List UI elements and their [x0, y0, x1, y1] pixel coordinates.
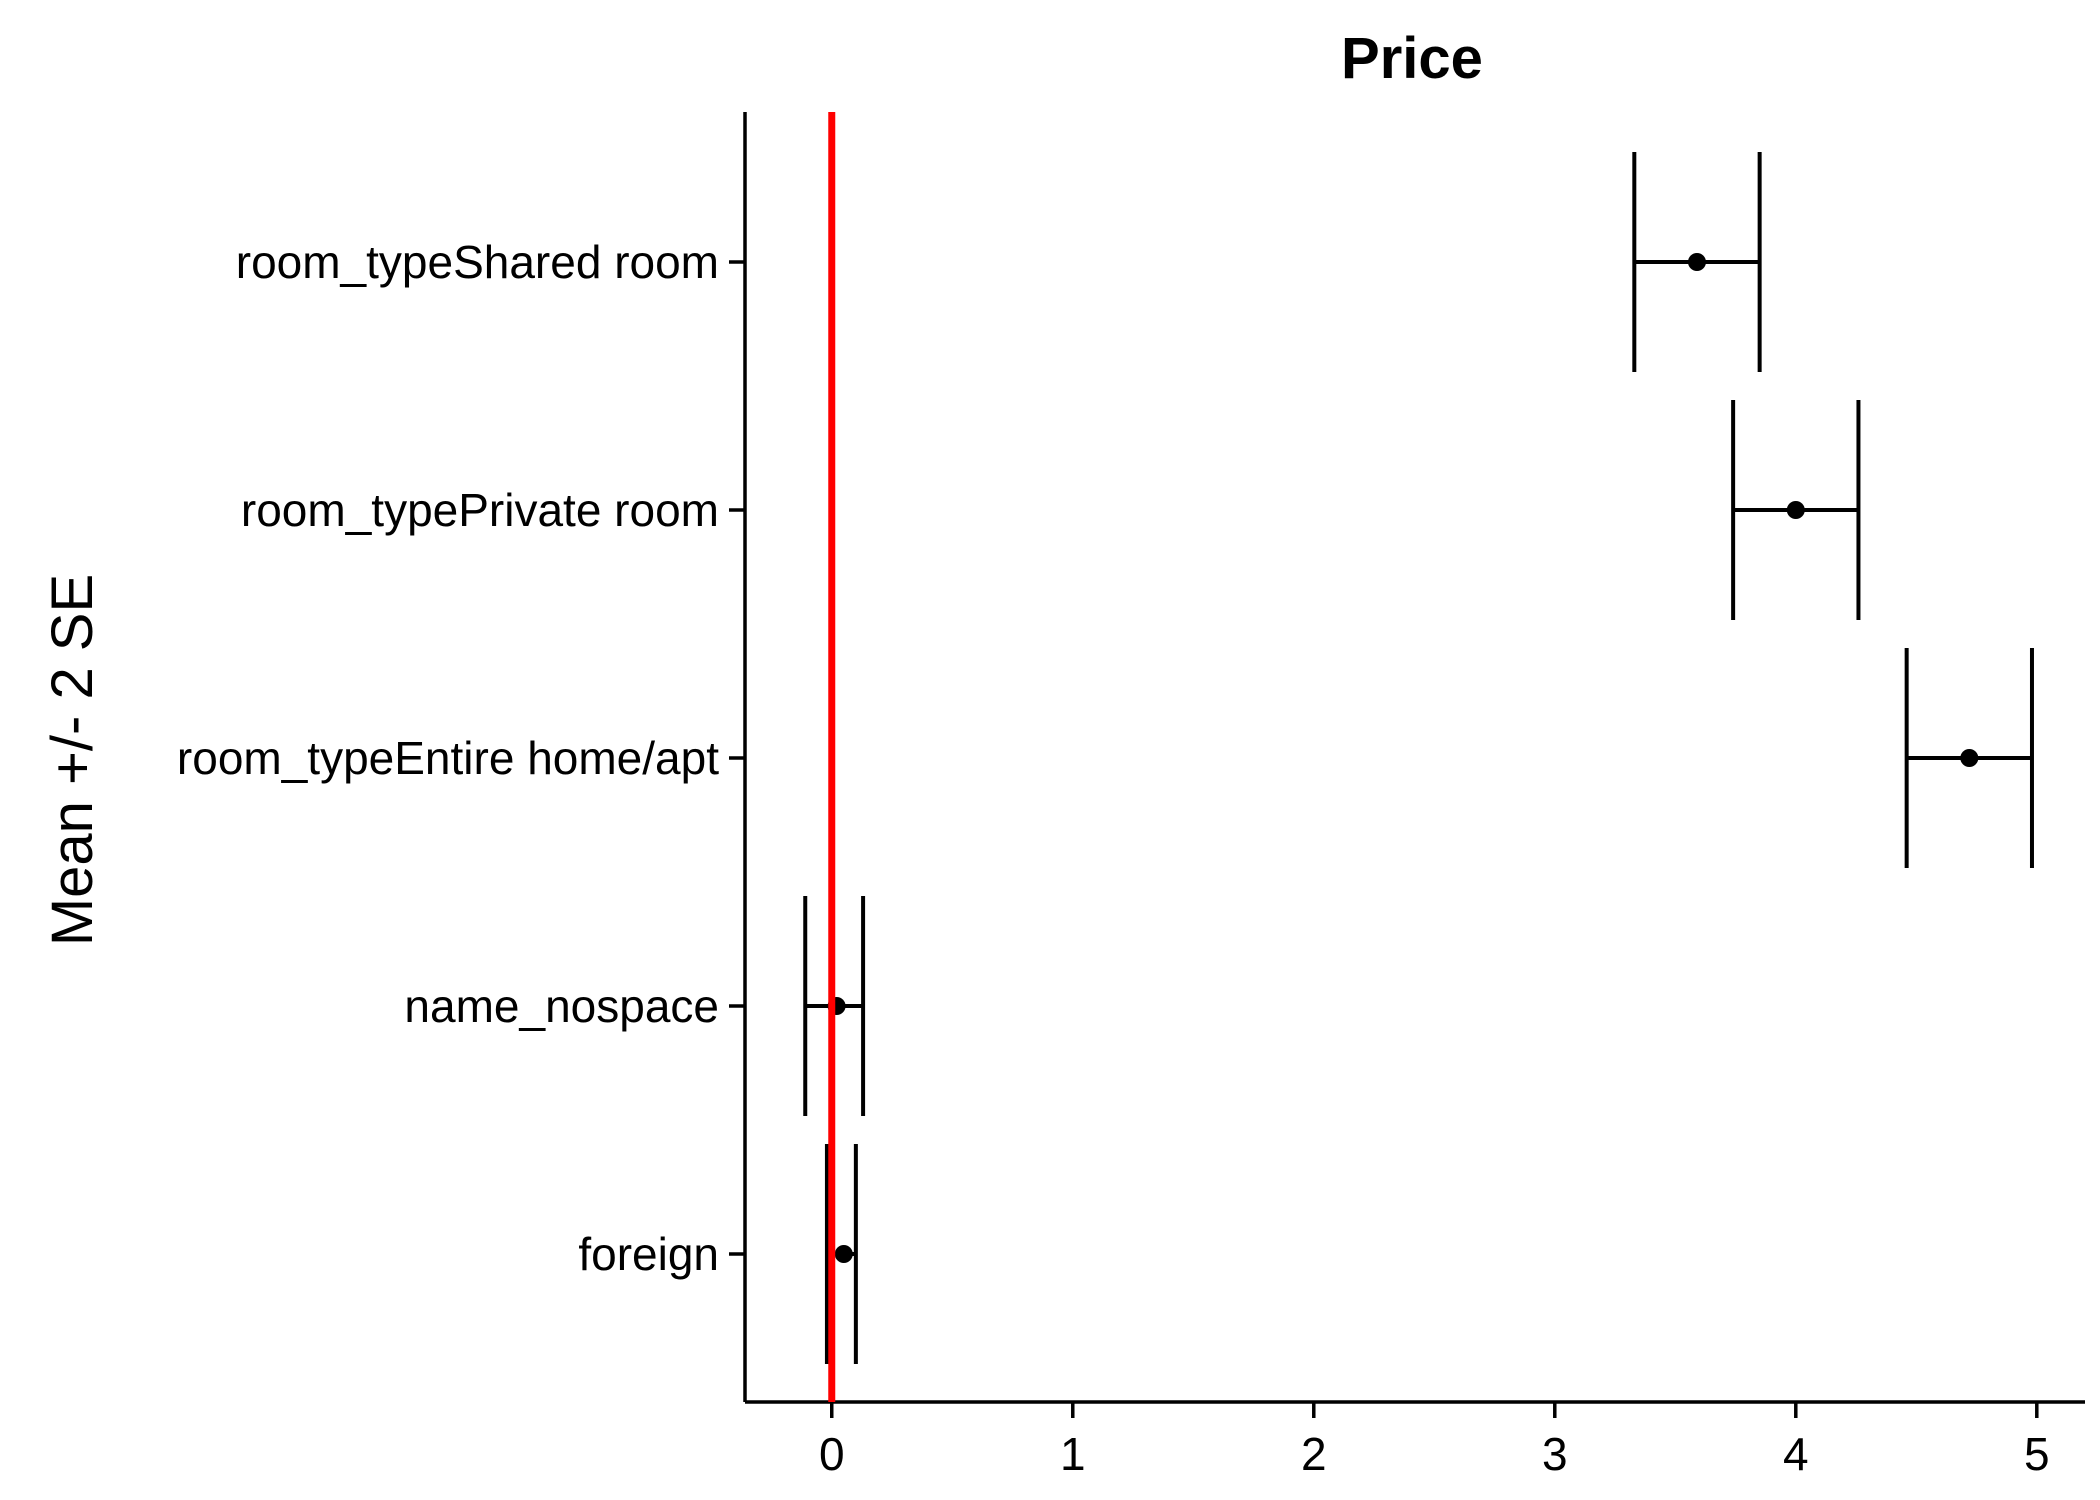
plot-area: 0 1 2 3 4 5 room_typeShared room room_typePriva…: [177, 112, 2085, 1480]
mean-point: [1786, 501, 1805, 519]
x-tick-label: 5: [2024, 1428, 2050, 1480]
x-tick-label: 1: [1060, 1428, 1086, 1480]
y-tick-label: room_typeEntire home/apt: [177, 732, 719, 784]
y-tick-label: name_nospace: [404, 980, 719, 1032]
y-axis-label: Mean +/- 2 SE: [40, 574, 105, 946]
x-tick-label: 4: [1783, 1428, 1809, 1480]
mean-point: [1960, 749, 1979, 767]
y-tick-label: foreign: [578, 1228, 719, 1280]
y-tick-label: room_typeShared room: [236, 236, 719, 288]
x-tick-label: 3: [1542, 1428, 1568, 1480]
mean-point: [1687, 253, 1706, 271]
chart-title: Price: [1341, 26, 1483, 91]
x-tick-label: 0: [819, 1428, 845, 1480]
x-tick-label: 2: [1301, 1428, 1327, 1480]
mean-point: [834, 1245, 853, 1263]
y-tick-label: room_typePrivate room: [241, 484, 719, 536]
